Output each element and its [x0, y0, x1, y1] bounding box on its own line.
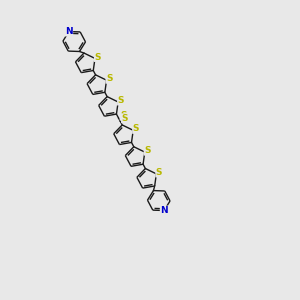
- Text: S: S: [144, 146, 151, 155]
- Text: N: N: [160, 206, 168, 215]
- Text: S: S: [118, 96, 124, 105]
- Text: S: S: [120, 111, 127, 120]
- Text: S: S: [106, 74, 112, 83]
- Text: S: S: [122, 114, 128, 123]
- Text: S: S: [156, 168, 162, 177]
- Text: S: S: [94, 52, 101, 62]
- Text: S: S: [133, 124, 139, 134]
- Text: N: N: [65, 27, 73, 36]
